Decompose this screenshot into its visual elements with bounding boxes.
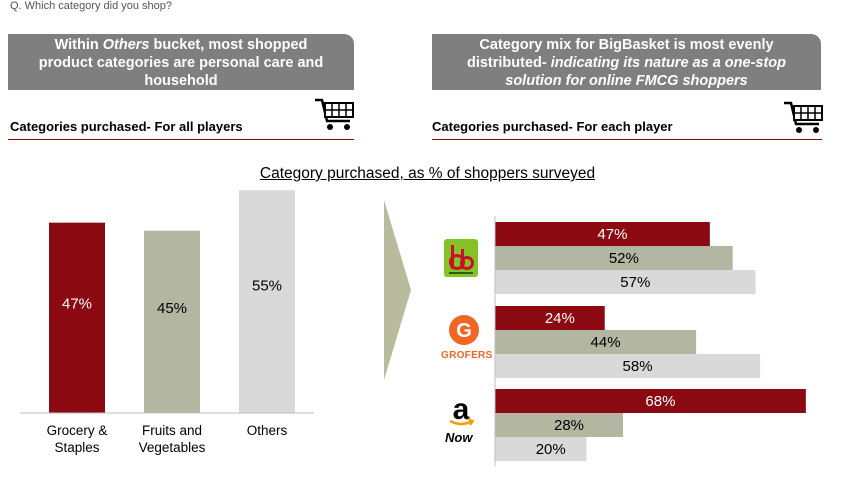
left-section-title: Categories purchased- For all players (10, 119, 243, 134)
left-banner-line-3: household (144, 73, 218, 89)
bar-value-label: 24% (545, 310, 575, 327)
svg-text:G: G (456, 320, 472, 342)
bar-amazon-now-1 (495, 389, 806, 413)
right-insight-banner: Category mix for BigBasket is most evenl… (432, 34, 821, 90)
bar-value-label: 20% (536, 441, 566, 458)
shopping-cart-icon (784, 101, 823, 133)
bar-grofers-3 (495, 354, 761, 378)
bar-value-label: 52% (609, 250, 639, 267)
chart-title: Category purchased, as % of shoppers sur… (259, 165, 596, 182)
right-banner-line-3: solution for online FMCG shoppers (505, 73, 748, 89)
bar-grofers-1 (495, 306, 605, 330)
bar-amazon-now-3 (495, 437, 587, 461)
category-tick-label: Others (247, 423, 288, 438)
amazon-logo-icon: a (449, 395, 474, 426)
bar-value-label: 55% (252, 277, 282, 294)
category-tick-label: Staples (54, 440, 99, 455)
per-player-bar-chart: 47% 52% 57% 24% 44%58% 68% 28% 20% (494, 216, 806, 466)
left-banner-line-2: product categories are personal care and (38, 55, 324, 71)
bar-grofers-2 (495, 330, 697, 354)
transition-arrow (384, 200, 411, 380)
svg-text:a: a (453, 395, 470, 426)
left-banner-line-1: Within Others bucket, most shopped (54, 37, 308, 53)
right-banner-line-2: distributed- indicating its nature as a … (466, 55, 787, 71)
category-tick-label: Vegetables (139, 440, 206, 455)
bar-value-label: 47% (597, 226, 627, 243)
grofers-logo-icon: G (449, 315, 479, 345)
bar-bigbasket-2 (495, 246, 733, 270)
bar-value-label: 68% (645, 393, 675, 410)
bar-grocery-staples (49, 222, 105, 413)
bar-fruits-and-vegetables (144, 230, 200, 413)
bar-amazon-now-2 (495, 413, 623, 437)
bar-bigbasket-3 (495, 270, 756, 294)
bar-others (239, 190, 295, 413)
right-banner-line-1: Category mix for BigBasket is most evenl… (479, 37, 774, 53)
shopping-cart-icon (315, 98, 354, 130)
question-text: Q. Which category did you shop? (10, 0, 173, 12)
bar-bigbasket-1 (495, 222, 710, 246)
left-insight-banner: Within Others bucket, most shopped produ… (8, 34, 354, 90)
amazon-now-logo-text: Now (445, 430, 473, 445)
left-section-rule (8, 139, 354, 140)
bar-value-label: 58% (623, 358, 653, 375)
bar-value-label: 47% (62, 295, 92, 312)
bar-value-label: 57% (620, 274, 650, 291)
right-section-title: Categories purchased- For each player (432, 119, 673, 134)
bigbasket-logo-icon (444, 239, 478, 277)
right-section-rule (432, 139, 822, 140)
all-players-bar-chart: 47% Grocery & Staples 45% Fruits and Vegetabl… (20, 190, 314, 455)
bar-value-label: 28% (554, 417, 584, 434)
bar-value-label: 44% (591, 334, 621, 351)
grofers-logo-text: GROFERS (441, 350, 493, 361)
category-tick-label: Fruits and (142, 423, 202, 438)
category-tick-label: Grocery & (47, 423, 108, 438)
bar-value-label: 45% (157, 300, 187, 317)
